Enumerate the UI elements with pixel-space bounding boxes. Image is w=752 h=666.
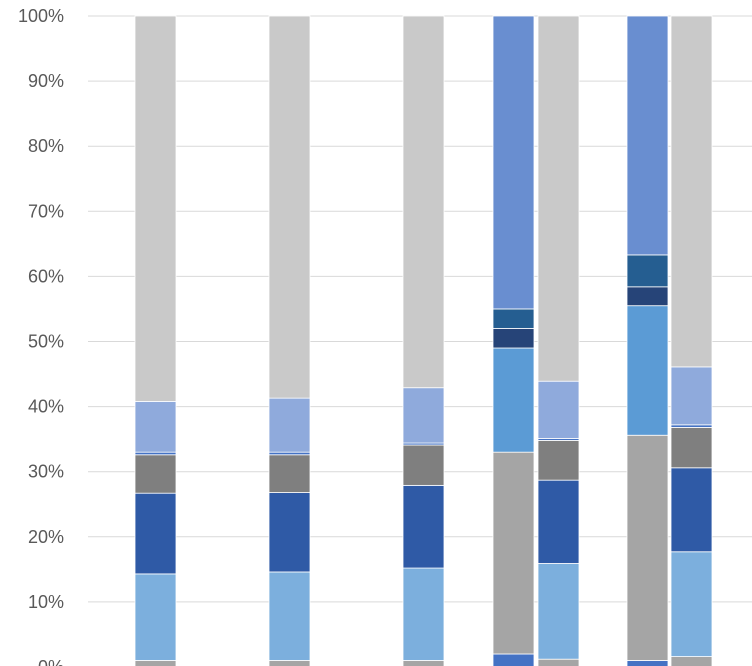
bar-segment: [402, 660, 445, 666]
bar-segment: [402, 567, 445, 661]
bar-segment: [626, 254, 669, 288]
bar-segment: [537, 658, 580, 666]
bar-segment: [134, 15, 177, 402]
y-tick-label: 70%: [28, 201, 64, 221]
bar-segment: [134, 573, 177, 661]
bar-segment: [402, 387, 445, 444]
y-tick-label: 50%: [28, 332, 64, 352]
y-tick-label: 80%: [28, 136, 64, 156]
stacked-bar: [134, 15, 177, 666]
y-tick-label: 90%: [28, 71, 64, 91]
bar-segment: [134, 492, 177, 575]
bar-segment: [268, 397, 311, 453]
stacked-bar: [626, 15, 669, 666]
bar-segment: [492, 653, 535, 666]
bar-segment: [134, 660, 177, 666]
stacked-bar: [537, 15, 580, 666]
bar-segment: [268, 492, 311, 573]
bar-segment: [402, 444, 445, 486]
bars: [134, 15, 713, 666]
stacked-bar: [492, 15, 535, 666]
bar-segment: [268, 454, 311, 493]
bar-segment: [268, 571, 311, 661]
bar-segment: [670, 15, 713, 368]
bar-segment: [670, 551, 713, 657]
bar-segment: [670, 366, 713, 426]
bar-segment: [268, 660, 311, 666]
bar-segment: [492, 347, 535, 453]
bar-segment: [134, 400, 177, 453]
y-tick-label: 60%: [28, 266, 64, 286]
y-axis-tick-labels: 0% 10% 20% 30% 40% 50% 60% 70% 80% 90% 100%: [18, 6, 64, 666]
y-tick-label: 30%: [28, 462, 64, 482]
bar-segment: [537, 440, 580, 481]
bar-segment: [492, 451, 535, 655]
bar-segment: [537, 15, 580, 382]
bar-segment: [134, 454, 177, 494]
y-tick-label: 20%: [28, 527, 64, 547]
bar-segment: [626, 434, 669, 661]
stacked-bar: [670, 15, 713, 666]
bar-segment: [492, 308, 535, 329]
bar-segment: [626, 15, 669, 256]
bar-segment: [537, 563, 580, 660]
bar-segment: [268, 15, 311, 399]
y-tick-label: 40%: [28, 397, 64, 417]
y-tick-label: 0%: [38, 657, 64, 666]
bar-segment: [402, 484, 445, 569]
bar-segment: [670, 656, 713, 666]
y-tick-label: 10%: [28, 592, 64, 612]
bar-segment: [537, 380, 580, 439]
bar-segment: [670, 427, 713, 469]
bar-segment: [492, 15, 535, 310]
bar-segment: [626, 286, 669, 307]
bar-segment: [537, 479, 580, 564]
bar-segment: [402, 15, 445, 389]
y-tick-label: 100%: [18, 6, 64, 26]
bar-segment: [626, 305, 669, 436]
stacked-bar: [268, 15, 311, 666]
stacked-bar: [402, 15, 445, 666]
bar-segment: [492, 328, 535, 349]
bar-segment: [670, 467, 713, 553]
bar-segment: [626, 660, 669, 666]
